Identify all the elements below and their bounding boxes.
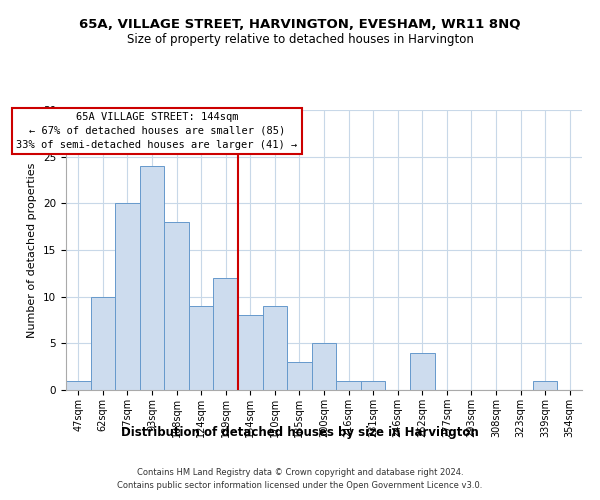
Text: Contains HM Land Registry data © Crown copyright and database right 2024.: Contains HM Land Registry data © Crown c…	[137, 468, 463, 477]
Text: Size of property relative to detached houses in Harvington: Size of property relative to detached ho…	[127, 32, 473, 46]
Bar	[533, 380, 557, 390]
Bar	[238, 316, 263, 390]
Bar	[66, 380, 91, 390]
Bar	[361, 380, 385, 390]
Bar	[115, 204, 140, 390]
Bar	[164, 222, 189, 390]
Bar	[336, 380, 361, 390]
Bar	[312, 344, 336, 390]
Y-axis label: Number of detached properties: Number of detached properties	[28, 162, 37, 338]
Text: Contains public sector information licensed under the Open Government Licence v3: Contains public sector information licen…	[118, 480, 482, 490]
Bar	[214, 278, 238, 390]
Bar	[189, 306, 214, 390]
Bar	[410, 352, 434, 390]
Bar	[91, 296, 115, 390]
Text: Distribution of detached houses by size in Harvington: Distribution of detached houses by size …	[121, 426, 479, 439]
Bar	[287, 362, 312, 390]
Text: 65A VILLAGE STREET: 144sqm
← 67% of detached houses are smaller (85)
33% of semi: 65A VILLAGE STREET: 144sqm ← 67% of deta…	[16, 112, 298, 150]
Bar	[263, 306, 287, 390]
Bar	[140, 166, 164, 390]
Text: 65A, VILLAGE STREET, HARVINGTON, EVESHAM, WR11 8NQ: 65A, VILLAGE STREET, HARVINGTON, EVESHAM…	[79, 18, 521, 30]
